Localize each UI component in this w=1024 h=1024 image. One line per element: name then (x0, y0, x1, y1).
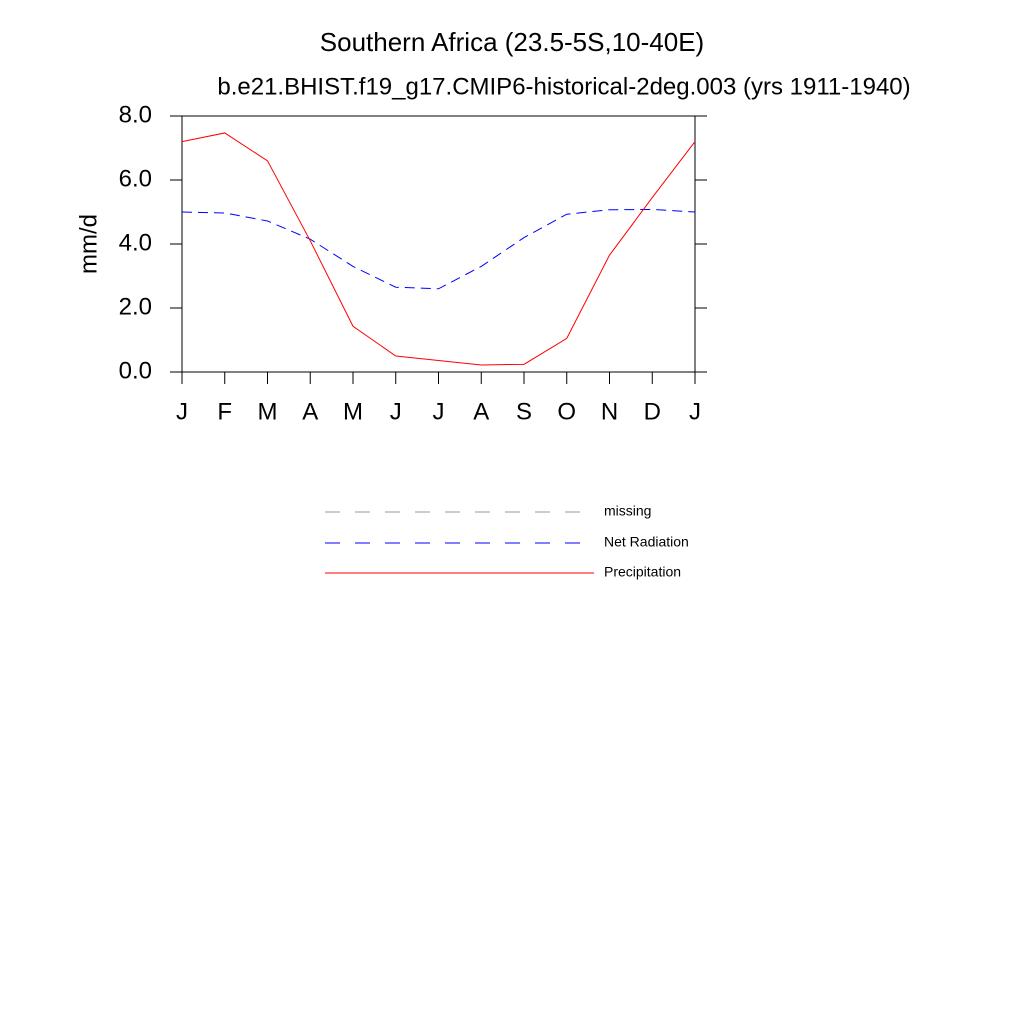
x-tick-label: O (557, 398, 576, 425)
x-tick-label: J (689, 398, 701, 425)
y-axis-label: mm/d (75, 214, 102, 274)
series-line (181, 208, 696, 290)
x-tick-label: N (601, 398, 618, 425)
x-tick-label: F (217, 398, 232, 425)
x-tick-label: S (516, 398, 532, 425)
chart-subtitle: b.e21.BHIST.f19_g17.CMIP6-historical-2de… (217, 73, 910, 100)
x-tick-label: A (473, 398, 489, 425)
y-tick-label: 2.0 (119, 293, 152, 320)
legend-label: Net Radiation (604, 534, 689, 550)
x-tick-label: J (433, 398, 445, 425)
y-tick-label: 6.0 (119, 165, 152, 192)
x-tick-label: M (343, 398, 363, 425)
x-tick-label: D (644, 398, 661, 425)
series-line (181, 132, 696, 366)
legend-label: missing (604, 503, 651, 519)
x-tick-label: J (390, 398, 402, 425)
x-tick-label: M (258, 398, 278, 425)
legend-label: Precipitation (604, 564, 681, 580)
y-tick-label: 0.0 (119, 357, 152, 384)
chart-title: Southern Africa (23.5-5S,10-40E) (320, 27, 704, 57)
y-tick-label: 8.0 (119, 101, 152, 128)
x-tick-label: A (302, 398, 318, 425)
x-tick-label: J (176, 398, 188, 425)
y-tick-label: 4.0 (119, 229, 152, 256)
